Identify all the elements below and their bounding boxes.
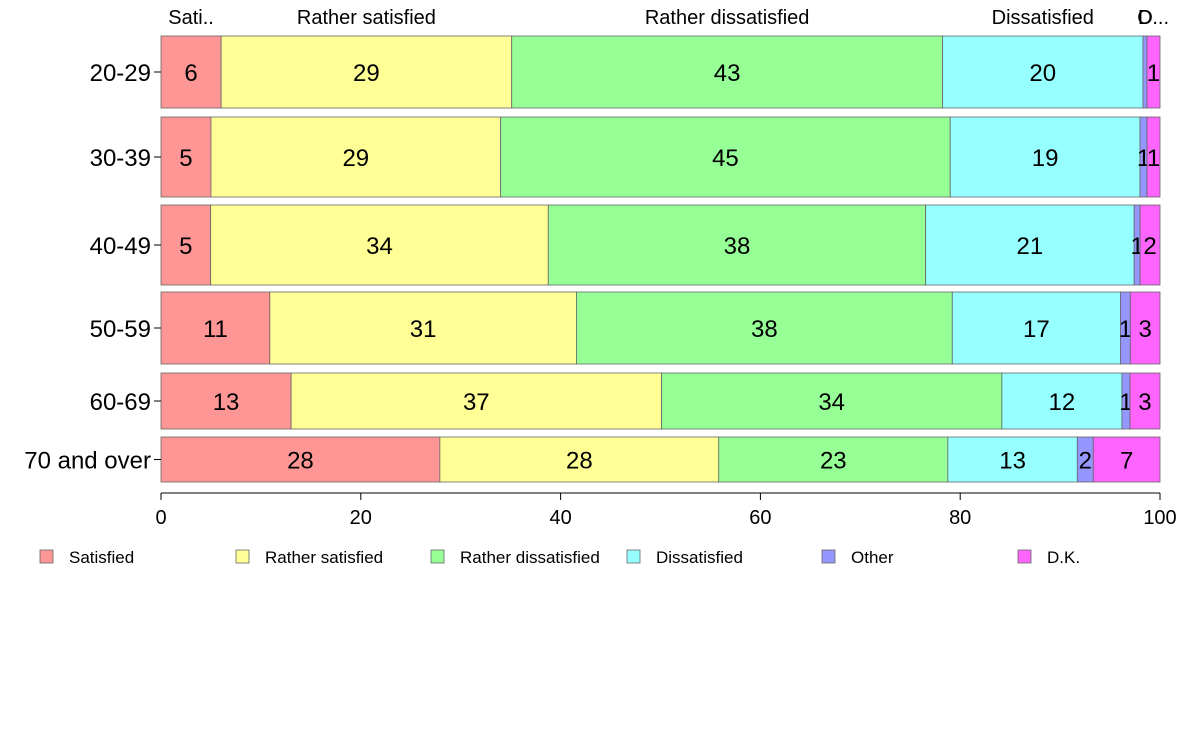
bar-value-label: 19 (1032, 145, 1059, 172)
bar-value-label: 2 (1079, 448, 1092, 475)
top-series-label: O (1137, 7, 1153, 29)
y-axis-labels: 20-29 30-39 40-49 50-59 60-69 70 and over (24, 60, 161, 475)
bar-segment-50-59-rather-dissatisfied (576, 291, 953, 365)
bar-value-label: 37 (463, 389, 490, 416)
bar-value-label: 12 (1049, 389, 1076, 416)
bar-value-label: 1 (1119, 389, 1132, 416)
x-axis: 0 20 40 60 80 100 (155, 492, 1177, 529)
top-series-label: Sati.. (168, 7, 214, 29)
bar-segment-40-49-d-k (1139, 204, 1161, 286)
bar-value-label: 28 (566, 448, 593, 475)
category-label: 20-29 (90, 60, 151, 87)
bar-value-label: 43 (714, 60, 741, 87)
bar-segment-30-39-rather-dissatisfied (500, 116, 951, 198)
bar-segment-30-39-satisfied (160, 116, 212, 198)
legend-swatch-satisfied (39, 549, 54, 564)
bar-segment-60-69-dissatisfied (1001, 372, 1123, 430)
bar-value-label: 34 (366, 233, 393, 260)
x-tick-label: 100 (1143, 507, 1176, 529)
bar-value-label: 21 (1017, 233, 1044, 260)
bar-segment-30-39-d-k (1146, 116, 1161, 198)
category-label: 30-39 (90, 145, 151, 172)
bar-value-label: 1 (1119, 316, 1132, 343)
bar-segment-70-and-over-rather-dissatisfied (718, 436, 949, 483)
bar-value-label: 2 (1143, 233, 1156, 260)
category-label: 40-49 (90, 233, 151, 260)
bar-segment-30-39-dissatisfied (949, 116, 1141, 198)
bar-segment-40-49-rather-dissatisfied (547, 204, 927, 286)
bar-value-label: 29 (342, 145, 369, 172)
bar-segment-70-and-over-dissatisfied (947, 436, 1078, 483)
bar-segment-60-69-satisfied (160, 372, 292, 430)
legend-swatch-rather-satisfied (235, 549, 250, 564)
category-label: 60-69 (90, 389, 151, 416)
x-tick-label: 0 (155, 507, 166, 529)
legend-swatch-rather-dissatisfied (430, 549, 445, 564)
bar-value-label: 13 (213, 389, 240, 416)
bar-segment-60-69-rather-dissatisfied (661, 372, 1003, 430)
bar-value-label: 7 (1120, 448, 1133, 475)
legend-label-dissatisfied: Dissatisfied (656, 548, 743, 567)
bar-segment-40-49-rather-satisfied (210, 204, 549, 286)
bar-value-label: 13 (999, 448, 1026, 475)
bar-value-label: 3 (1138, 316, 1151, 343)
legend-label-d-k: D.K. (1047, 548, 1080, 567)
top-series-label: Dissatisfied (992, 7, 1094, 29)
bar-segment-60-69-d-k (1129, 372, 1161, 430)
legend-swatch-d-k (1017, 549, 1032, 564)
bar-segment-70-and-over-satisfied (160, 436, 441, 483)
bar-segment-40-49-dissatisfied (925, 204, 1135, 286)
bar-value-label: 31 (410, 316, 437, 343)
bar-value-label: 45 (712, 145, 739, 172)
top-series-label: D... (1138, 7, 1169, 29)
bar-segment-70-and-over-rather-satisfied (439, 436, 720, 483)
legend-label-rather-satisfied: Rather satisfied (265, 548, 383, 567)
legend-swatch-other (821, 549, 836, 564)
x-tick-label: 80 (949, 507, 971, 529)
bar-value-label: 1 (1147, 60, 1160, 87)
bar-value-label: 6 (184, 60, 197, 87)
bar-segment-60-69-rather-satisfied (290, 372, 662, 430)
bar-value-label: 38 (751, 316, 778, 343)
top-series-label: Rather dissatisfied (645, 7, 810, 29)
bar-value-label: 23 (820, 448, 847, 475)
x-tick-label: 20 (350, 507, 372, 529)
bar-value-label: 28 (287, 448, 314, 475)
bar-segment-20-29-rather-satisfied (220, 35, 513, 109)
bar-segment-50-59-d-k (1129, 291, 1161, 365)
legend-label-rather-dissatisfied: Rather dissatisfied (460, 548, 600, 567)
bar-value-label: 3 (1138, 389, 1151, 416)
top-series-label: Rather satisfied (297, 7, 436, 29)
x-tick-label: 60 (749, 507, 771, 529)
bar-segment-50-59-rather-satisfied (269, 291, 577, 365)
legend: Satisfied Rather satisfied Rather dissatis… (39, 548, 1080, 567)
bar-value-label: 5 (179, 145, 192, 172)
bar-value-label: 20 (1029, 60, 1056, 87)
bars: 6 29 43 20 15 29 45 19 115 34 38 21 1 211 31 38 17 1 313 37… (160, 35, 1161, 483)
category-label: 50-59 (90, 316, 151, 343)
legend-swatch-dissatisfied (626, 549, 641, 564)
bar-segment-70-and-over-d-k (1092, 436, 1161, 483)
bar-value-label: 11 (203, 316, 228, 343)
legend-label-other: Other (851, 548, 894, 567)
x-tick-label: 40 (549, 507, 571, 529)
bar-value-label: 29 (353, 60, 380, 87)
bar-value-label: 34 (818, 389, 845, 416)
category-label: 70 and over (24, 448, 151, 475)
bar-segment-20-29-dissatisfied (942, 35, 1144, 109)
bar-value-label: 38 (724, 233, 751, 260)
bar-value-label: 5 (179, 233, 192, 260)
bar-segment-30-39-rather-satisfied (210, 116, 502, 198)
legend-label-satisfied: Satisfied (69, 548, 134, 567)
bar-value-label: 17 (1023, 316, 1050, 343)
bar-segment-20-29-d-k (1146, 35, 1161, 109)
bar-value-label: 1 (1147, 145, 1160, 172)
top-labels: Sati.. Rather satisfied Rather dissatisfie… (168, 7, 1169, 29)
